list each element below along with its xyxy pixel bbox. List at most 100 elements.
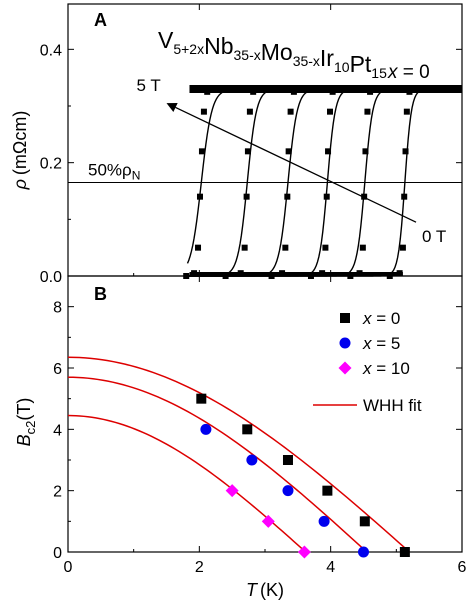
resistivity-marker bbox=[361, 193, 368, 200]
normal-state-band bbox=[189, 85, 462, 93]
panel-b-y-tick-label: 0 bbox=[53, 545, 62, 562]
resistivity-marker bbox=[246, 108, 253, 115]
panel-b-label: B bbox=[94, 284, 107, 304]
legend-var: x bbox=[362, 359, 372, 378]
x-tick-label: 6 bbox=[458, 559, 467, 576]
legend-value: = 5 bbox=[372, 334, 401, 353]
legend-fit-label: WHH fit bbox=[363, 396, 422, 415]
bc2-point-square bbox=[322, 485, 333, 496]
resistivity-curve bbox=[186, 88, 462, 264]
bc2-points bbox=[196, 393, 410, 559]
panel-a-y-tick-label: 0.4 bbox=[40, 42, 62, 59]
formula-subscript: 35-x bbox=[234, 47, 261, 63]
panel-a-y-tick-label: 0.2 bbox=[40, 156, 62, 173]
panel-a: 0.00.20.4 A V5+2xNb35-xMo35-xIr10Pt15 x … bbox=[10, 3, 463, 286]
x-tick-labels: 0 2 4 6 bbox=[64, 559, 467, 576]
half-rho-n-text: 50%ρ bbox=[88, 161, 132, 180]
legend-entry: x = 0 bbox=[362, 309, 400, 328]
panel-b-y-unit: (T) bbox=[14, 398, 34, 421]
whh-fit-curve bbox=[67, 356, 410, 553]
x-unit: (K) bbox=[260, 580, 284, 600]
composition-value: = 0 bbox=[398, 62, 430, 83]
formula-subscript: 10 bbox=[334, 59, 350, 75]
field-arrow-head bbox=[166, 102, 178, 112]
formula-title: V5+2xNb35-xMo35-xIr10Pt15 bbox=[158, 27, 387, 81]
legend-var: x bbox=[362, 334, 372, 353]
bc2-point-circle bbox=[246, 454, 258, 466]
resistivity-marker bbox=[200, 108, 207, 115]
legend-marker-circle bbox=[339, 337, 351, 349]
x-tick-label: 4 bbox=[326, 559, 335, 576]
panel-a-label: A bbox=[94, 10, 107, 30]
panel-b-y-tick-label: 2 bbox=[53, 484, 62, 501]
bc2-point-circle bbox=[200, 423, 212, 435]
resistivity-marker bbox=[322, 244, 329, 251]
bc2-point-square bbox=[242, 424, 253, 435]
formula-subscript: 35-x bbox=[293, 53, 320, 69]
bc2-point-diamond bbox=[225, 484, 239, 498]
formula-subscript: 15 bbox=[371, 65, 387, 81]
panel-b-y-sub: c2 bbox=[23, 421, 38, 435]
resistivity-marker bbox=[285, 148, 292, 155]
formula-element: V bbox=[158, 27, 174, 53]
panel-b-y-tick-label: 4 bbox=[53, 422, 62, 439]
panel-a-y-axis-title: ρ (mΩcm) bbox=[10, 111, 30, 191]
x-tick-label: 0 bbox=[64, 559, 73, 576]
bc2-point-square bbox=[282, 455, 293, 465]
panel-a-y-tick-label: 0.0 bbox=[40, 269, 62, 286]
resistivity-marker bbox=[325, 148, 332, 155]
x-axis-title: T (K) bbox=[246, 580, 284, 600]
legend-value: = 10 bbox=[372, 359, 410, 378]
bc2-point-circle bbox=[318, 515, 330, 527]
field-arrow bbox=[175, 106, 417, 223]
panel-a-y-symbol: ρ bbox=[10, 179, 30, 190]
field-label-5t: 5 T bbox=[137, 76, 161, 95]
x-symbol: T bbox=[246, 580, 259, 600]
resistivity-marker bbox=[284, 193, 291, 200]
formula-subscript: 5+2x bbox=[173, 41, 204, 57]
resistivity-marker bbox=[195, 244, 202, 251]
resistivity-marker bbox=[241, 244, 248, 251]
bc2-point-diamond bbox=[297, 545, 311, 559]
composition-var: x bbox=[387, 62, 399, 83]
legend-marker-square bbox=[340, 313, 350, 323]
resistivity-marker bbox=[244, 148, 251, 155]
resistivity-marker bbox=[403, 108, 410, 115]
legend-var: x bbox=[362, 309, 372, 328]
bc2-point-circle bbox=[282, 485, 294, 497]
legend-value: = 0 bbox=[372, 309, 401, 328]
legend-entry: x = 10 bbox=[362, 359, 410, 378]
half-rho-n-label: 50%ρN bbox=[88, 161, 140, 183]
resistivity-marker bbox=[196, 193, 203, 200]
panel-b-y-symbol: B bbox=[14, 434, 34, 446]
formula-element: Mo bbox=[261, 39, 293, 65]
panel-a-y-unit: (mΩcm) bbox=[10, 111, 30, 175]
half-rho-n-sub: N bbox=[132, 169, 141, 183]
zero-resistance-band bbox=[189, 272, 403, 276]
panel-b-y-axis-title: Bc2(T) bbox=[14, 398, 38, 447]
resistivity-marker bbox=[327, 108, 334, 115]
formula-element: Nb bbox=[204, 33, 233, 59]
field-label-0t: 0 T bbox=[422, 227, 446, 246]
legend-entry: x = 5 bbox=[362, 334, 400, 353]
resistivity-marker bbox=[362, 148, 369, 155]
resistivity-marker bbox=[198, 148, 205, 155]
resistivity-marker bbox=[323, 193, 330, 200]
panel-b-y-tick-labels: 0 2 4 6 8 bbox=[53, 300, 62, 562]
panel-a-y-tick-labels: 0.0 0.2 0.4 bbox=[40, 42, 62, 286]
panel-b-y-tick-label: 8 bbox=[53, 300, 62, 317]
bc2-point-square bbox=[399, 547, 410, 557]
resistivity-marker bbox=[287, 108, 294, 115]
formula-element: Pt bbox=[350, 51, 372, 77]
bc2-point-diamond bbox=[261, 514, 275, 528]
legend-marker-diamond bbox=[338, 361, 352, 375]
bc2-point-square bbox=[359, 516, 370, 527]
whh-fit-curve bbox=[67, 376, 368, 553]
resistivity-marker bbox=[364, 108, 371, 115]
bc2-point-circle bbox=[358, 546, 369, 558]
resistivity-marker bbox=[243, 193, 250, 200]
